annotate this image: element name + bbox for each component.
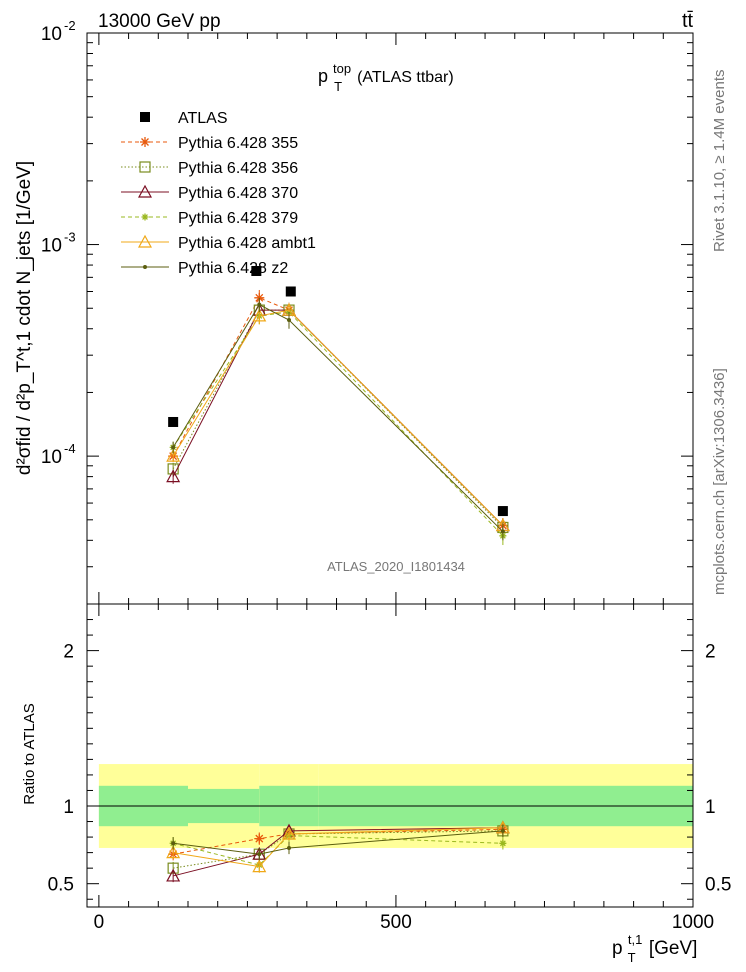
x-tick-label: 0	[94, 912, 105, 933]
data-point	[251, 265, 262, 276]
y-tick-label: 1	[705, 797, 716, 818]
legend-label: Pythia 6.428 z2	[178, 260, 288, 277]
legend-marker	[140, 112, 150, 122]
ratio-x-axis: 0 500 1000	[94, 604, 714, 933]
x-axis-label: p t,1 T [GeV]	[612, 928, 697, 967]
ratio-marker	[257, 852, 262, 857]
series-line	[172, 309, 504, 526]
xlabel-sup: t,1	[628, 932, 642, 947]
mcplots-credit: mcplots.cern.ch [arXiv:1306.3436]	[711, 368, 728, 595]
legend-label: Pythia 6.428 ambt1	[178, 235, 316, 252]
main-y-axis: 10-410-310-2	[41, 18, 693, 605]
ratio-marker	[287, 845, 291, 850]
ratio-marker	[166, 845, 181, 859]
xlabel-sub: T	[628, 950, 636, 965]
plot-title: p top T (ATLAS ttbar)	[318, 57, 454, 95]
y-tick-label: 10	[41, 24, 62, 45]
y-tick-exponent: -4	[64, 441, 76, 456]
title-sub: T	[334, 79, 342, 94]
ratio-line	[173, 835, 503, 866]
ratio-line	[173, 830, 503, 869]
data-point	[497, 506, 508, 517]
ratio-marker	[500, 828, 505, 833]
x-tick-label: 500	[380, 912, 412, 933]
ratio-uncertainty-bands	[97, 764, 693, 848]
legend-marker	[139, 161, 151, 173]
series-line	[172, 311, 504, 537]
legend-label: Pythia 6.428 356	[178, 160, 298, 177]
series-marker	[287, 317, 291, 322]
ratio-line	[173, 827, 503, 868]
ratio-series-layer	[166, 820, 510, 883]
ratio-line	[173, 828, 503, 855]
ratio-line	[173, 827, 503, 877]
series-marker	[166, 469, 181, 483]
series-marker	[166, 448, 181, 462]
series-marker	[171, 445, 176, 450]
legend-label: Pythia 6.428 370	[178, 185, 298, 202]
title-rest: (ATLAS ttbar)	[357, 69, 454, 86]
rivet-version-label: Rivet 3.1.10, ≥ 1.4M events	[711, 70, 728, 253]
series-line	[172, 309, 504, 528]
y-tick-label: 10	[41, 236, 62, 257]
series-marker	[500, 529, 505, 534]
process-label: tt̄	[682, 10, 694, 32]
main-series-layer	[166, 265, 510, 546]
energy-label: 13000 GeV pp	[98, 11, 221, 32]
y-tick-exponent: -3	[64, 230, 76, 245]
legend-label: Pythia 6.428 379	[178, 210, 298, 227]
legend-marker	[137, 184, 153, 198]
ratio-plot-frame	[86, 603, 694, 908]
ratio-marker	[254, 833, 265, 844]
title-sup: top	[333, 61, 351, 76]
x-tick-label: 1000	[672, 912, 714, 933]
series-marker	[254, 292, 265, 303]
y-tick-label: 1	[63, 797, 74, 818]
y-tick-label: 2	[705, 642, 716, 663]
ratio-y-axis-label: Ratio to ATLAS	[21, 703, 38, 804]
series-marker	[257, 302, 262, 307]
legend-marker	[143, 265, 147, 269]
data-point	[168, 416, 179, 427]
xlabel-main: p	[612, 938, 623, 959]
ratio-marker	[499, 839, 507, 847]
analysis-watermark: ATLAS_2020_I1801434	[327, 559, 465, 574]
legend-marker	[137, 234, 153, 248]
y-tick-exponent: -2	[64, 18, 76, 33]
ratio-marker	[281, 826, 297, 840]
legend-marker	[140, 137, 150, 147]
main-x-axis	[98, 33, 694, 604]
ratio-marker	[252, 859, 267, 873]
legend: ATLAS Pythia 6.428 355 Pythia 6.428 356 Pyt…	[121, 110, 316, 277]
ratio-marker	[166, 868, 181, 882]
main-panel: 10-410-310-2 p top T (ATLAS ttbar) d²σfi…	[14, 18, 694, 605]
legend-label: Pythia 6.428 355	[178, 135, 298, 152]
series-marker	[252, 308, 267, 322]
ratio-y-axis: 0.5 0.5 1 1 2 2	[48, 619, 731, 900]
legend-label: ATLAS	[178, 110, 228, 127]
xlabel-rest: [GeV]	[649, 938, 698, 959]
title-main: p	[318, 66, 328, 86]
legend-marker	[141, 213, 149, 221]
series-line	[172, 297, 504, 526]
series-line	[172, 303, 504, 532]
series-line	[172, 309, 504, 526]
data-point	[285, 286, 296, 297]
y-tick-label: 10	[41, 447, 62, 468]
ratio-panel: 0.5 0.5 1 1 2 2 0 500 1000 Ratio to ATLAS p t,1…	[21, 603, 731, 967]
y-tick-label: 0.5	[705, 875, 731, 896]
ratio-marker	[171, 841, 176, 846]
y-tick-label: 0.5	[48, 875, 74, 896]
y-tick-label: 2	[63, 642, 74, 663]
main-y-axis-label: d²σfid / d²p_T^t,1 cdot N_jets [1/GeV]	[14, 161, 35, 475]
ratio-line	[173, 830, 503, 855]
